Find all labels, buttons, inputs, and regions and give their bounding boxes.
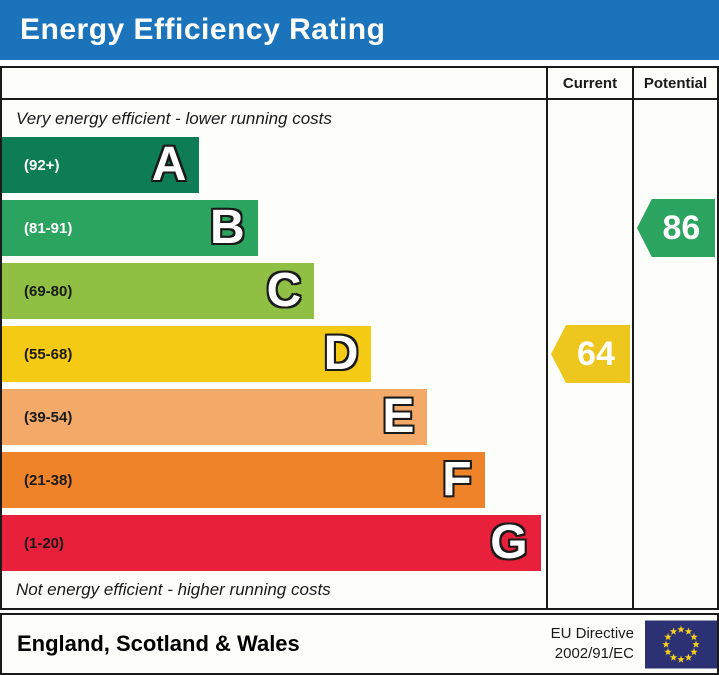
band-letter: D [323, 327, 359, 380]
rating-bands: (92+) A (81-91) B (69-80) C [2, 137, 546, 571]
band-range-label: (55-68) [24, 345, 73, 363]
band-range-label: (21-38) [24, 471, 73, 489]
header-spacer [2, 68, 546, 98]
band-row-e: (39-54) E [2, 389, 546, 445]
band-row-g: (1-20) G [2, 515, 546, 571]
band-row-c: (69-80) C [2, 263, 546, 319]
column-header-potential: Potential [632, 68, 717, 98]
band-f: (21-38) F [2, 452, 485, 508]
band-letter: C [266, 264, 302, 317]
potential-rating-marker: 86 [637, 199, 715, 257]
band-row-a: (92+) A [2, 137, 546, 193]
band-g: (1-20) G [2, 515, 541, 571]
eu-directive-label: EU Directive 2002/91/EC [551, 624, 634, 665]
band-d: (55-68) D [2, 326, 372, 382]
title-bar: Energy Efficiency Rating [0, 0, 719, 60]
band-letter: F [442, 453, 472, 506]
region-label: England, Scotland & Wales [17, 631, 300, 656]
column-header-current: Current [546, 68, 632, 98]
current-column: 64 [546, 100, 632, 608]
potential-rating-value: 86 [662, 208, 701, 247]
current-rating-value: 64 [577, 334, 615, 373]
band-range-label: (92+) [24, 156, 60, 174]
table-header-row: Current Potential [2, 68, 717, 100]
table-body: Very energy efficient - lower running co… [2, 100, 717, 608]
band-e: (39-54) E [2, 389, 428, 445]
band-range-label: (39-54) [24, 408, 73, 426]
band-range-label: (69-80) [24, 282, 73, 300]
page-title: Energy Efficiency Rating [20, 13, 386, 46]
band-range-label: (81-91) [24, 219, 73, 237]
eu-flag-icon [645, 620, 717, 668]
eu-directive-line2: 2002/91/EC [554, 645, 634, 662]
band-row-f: (21-38) F [2, 452, 546, 508]
bottom-note: Not energy efficient - higher running co… [16, 579, 331, 599]
potential-column: 86 [632, 100, 717, 608]
current-rating-marker: 64 [551, 325, 630, 383]
band-row-b: (81-91) B [2, 200, 546, 256]
footer-bar: England, Scotland & Wales EU Directive 2… [0, 613, 719, 675]
band-letter: A [151, 138, 187, 191]
band-row-d: (55-68) D [2, 326, 546, 382]
band-b: (81-91) B [2, 200, 258, 256]
bands-column: Very energy efficient - lower running co… [2, 100, 546, 608]
band-a: (92+) A [2, 137, 200, 193]
top-note: Very energy efficient - lower running co… [16, 108, 332, 128]
band-letter: E [382, 390, 415, 443]
eu-directive-line1: EU Directive [550, 624, 634, 642]
band-c: (69-80) C [2, 263, 315, 319]
band-letter: B [210, 201, 245, 254]
rating-table: Current Potential Very energy efficient … [0, 66, 719, 610]
band-range-label: (1-20) [24, 534, 65, 552]
band-letter: G [490, 516, 528, 569]
